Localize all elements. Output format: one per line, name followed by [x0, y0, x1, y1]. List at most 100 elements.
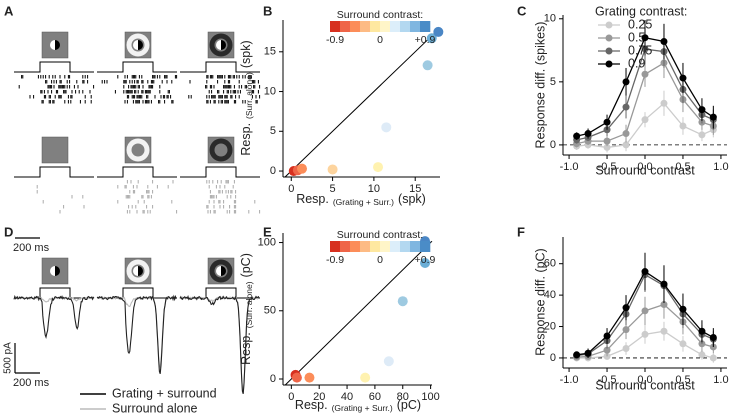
surround-annulus — [209, 259, 233, 283]
x-tick-label: 80 — [397, 391, 409, 403]
series-point — [584, 130, 592, 138]
series-point — [603, 137, 611, 145]
x-tick-label: -1.0 — [560, 374, 579, 386]
legend-marker — [605, 47, 613, 55]
series-point — [573, 351, 581, 359]
legend-label: Surround alone — [112, 401, 198, 415]
label-part: (pC) — [397, 398, 421, 412]
legend-label: 0.25 — [628, 17, 652, 31]
colorbar-cell — [360, 241, 371, 252]
stimulus-icon — [41, 31, 69, 59]
scatter-point — [373, 162, 384, 173]
x-axis-label: Resp. (Grating + Surr.) (pC) — [295, 398, 421, 413]
scale-label: 500 pA — [3, 342, 14, 374]
colorbar-cell — [420, 241, 431, 252]
colorbar-cell — [410, 21, 421, 32]
stimulus-step — [97, 61, 177, 73]
series-point — [641, 34, 649, 42]
stimulus-icon — [41, 257, 69, 285]
colorbar-tick-label: +0.9 — [415, 254, 436, 266]
label-part: (spk) — [398, 192, 426, 206]
series-point — [603, 118, 611, 126]
surround-annulus — [126, 138, 150, 162]
series-point — [698, 106, 706, 114]
panel-label: C — [517, 3, 527, 18]
x-tick-label: -1.0 — [560, 161, 579, 173]
stimulus-step — [14, 287, 94, 299]
grating-half — [138, 266, 143, 276]
series-point — [698, 351, 706, 359]
colorbar-cell — [390, 21, 401, 32]
stimulus-step — [180, 61, 260, 73]
colorbar-cell — [380, 21, 391, 32]
label-part: (pC) — [239, 253, 253, 277]
series-point — [641, 307, 649, 315]
series-point — [622, 103, 630, 111]
label-part: (Grating + Surr.) — [333, 197, 394, 207]
series-point — [641, 268, 649, 276]
scatter-point — [304, 372, 315, 383]
grating-half — [221, 266, 226, 276]
stimulus-icon — [124, 31, 152, 59]
x-tick-label: 15 — [409, 183, 421, 195]
scatter-point — [297, 163, 308, 174]
x-axis-label: Surround contrast — [595, 378, 695, 392]
colorbar-tick-label: +0.9 — [415, 34, 436, 46]
series-point — [709, 334, 717, 342]
colorbar-tick-label: -0.9 — [326, 34, 344, 46]
scatter-point — [397, 296, 408, 307]
surround-annulus — [126, 259, 150, 283]
colorbar-cell — [400, 21, 411, 32]
y-axis-label: Resp. (Surr. alone) (spk) — [239, 40, 254, 155]
series-point — [573, 132, 581, 140]
label-part: (Surr. alone) — [244, 72, 254, 119]
y-tick-label: 60 — [544, 258, 556, 270]
scatter-point — [433, 26, 444, 37]
y-tick-label: 0 — [270, 373, 276, 385]
scale-label: 200 ms — [13, 377, 50, 389]
stimulus-step — [14, 166, 94, 178]
colorbar-cell — [380, 241, 391, 252]
label-part: Resp. — [295, 398, 328, 412]
legend-label: Grating + surround — [112, 386, 217, 400]
x-tick-label: 0 — [288, 183, 294, 195]
colorbar-cell — [410, 241, 421, 252]
y-tick-label: 5 — [270, 125, 276, 137]
series-point — [641, 330, 649, 338]
scatter-point — [383, 356, 394, 367]
grating-half — [138, 40, 143, 50]
panel-label: F — [517, 224, 525, 239]
grating-half — [216, 266, 221, 276]
y-axis-label: Response diff. (pC) — [533, 248, 547, 355]
series-point — [679, 122, 687, 130]
legend-marker — [605, 60, 613, 68]
series-point — [679, 340, 687, 348]
colorbar-title: Surround contrast: — [337, 229, 423, 241]
y-tick-label: 10 — [544, 13, 556, 25]
scatter-point — [360, 372, 371, 383]
scatter-point — [420, 258, 431, 269]
scatter-point — [291, 372, 302, 383]
x-tick-label: 60 — [369, 391, 381, 403]
scatter-point — [327, 164, 338, 175]
y-tick-label: 0 — [550, 352, 556, 364]
stimulus-step — [180, 166, 260, 178]
colorbar-cell — [420, 21, 431, 32]
unity-line — [284, 27, 441, 178]
y-axis-label: Resp. (Surr. alone) (pC) — [239, 253, 254, 365]
colorbar-cell — [340, 241, 351, 252]
stimulus-step — [14, 61, 94, 73]
grating-half — [221, 40, 226, 50]
stimulus-icon — [207, 31, 235, 59]
colorbar-cell — [350, 21, 361, 32]
colorbar-tick-label: -0.9 — [326, 254, 344, 266]
legend-title: Grating contrast: — [595, 4, 687, 18]
stimulus-icon — [124, 257, 152, 285]
colorbar-cell — [360, 21, 371, 32]
grating-half — [50, 40, 55, 50]
series-point — [622, 326, 630, 334]
label-part: Resp. — [239, 332, 253, 365]
y-tick-label: 0 — [270, 165, 276, 177]
series-point — [679, 305, 687, 313]
series-point — [698, 327, 706, 335]
